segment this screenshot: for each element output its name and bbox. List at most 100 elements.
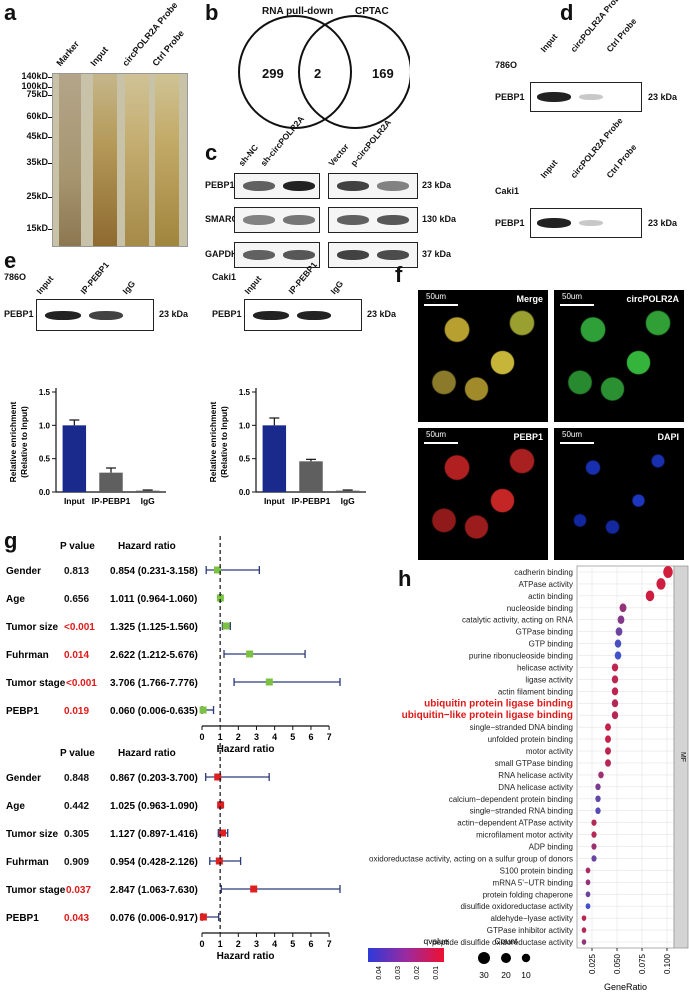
go-term-dot: [591, 831, 597, 838]
blot-left: [234, 173, 320, 199]
count-legend-label: 30: [479, 970, 489, 980]
hr-marker: [218, 829, 226, 837]
tile-title: Merge: [516, 294, 543, 304]
hr-marker: [215, 857, 223, 865]
bar: [299, 461, 323, 492]
protein-label: PEBP1: [495, 92, 525, 102]
scale-bar: [424, 304, 458, 306]
scale-label: 50um: [426, 292, 447, 301]
go-term-label: cadherin binding: [514, 568, 573, 577]
cell-line-label: 786O: [4, 272, 27, 282]
lane-label: Vector: [326, 141, 351, 168]
lane-label: Input: [242, 273, 264, 296]
go-term-dot: [591, 855, 597, 862]
variable-name: Tumor size: [6, 622, 58, 633]
blot-band: [283, 250, 315, 260]
go-term-dot: [611, 711, 619, 720]
bar: [99, 472, 123, 492]
hazard-ratio-text: 2.622 (1.212-5.676): [110, 650, 198, 661]
go-term-label: disulfide oxidoreductase activity: [460, 902, 573, 911]
venn-overlap-count: 2: [314, 66, 322, 81]
blot-band: [579, 94, 603, 100]
y-axis-label: Relative enrichment: [8, 401, 18, 482]
hr-marker: [250, 885, 258, 893]
hr-marker: [214, 566, 222, 574]
marker-label: 75kD: [26, 89, 48, 99]
protein-label: PEBP1: [205, 180, 235, 190]
y-tick-label: 1.0: [39, 421, 51, 430]
count-legend-label: 10: [521, 970, 531, 980]
blot-band: [283, 181, 315, 191]
go-term-dot: [595, 783, 601, 791]
p-value: 0.019: [64, 706, 89, 717]
category-label: Input: [264, 496, 285, 506]
fluorescence-tile: PEBP1 50um: [418, 428, 548, 560]
go-term-label: GTPase binding: [516, 628, 573, 637]
hazard-ratio-text: 2.847 (1.063-7.630): [110, 885, 198, 896]
blot-strip: [530, 82, 642, 112]
go-term-dot: [591, 843, 597, 850]
blot-band: [377, 215, 409, 225]
hr-marker: [199, 913, 207, 921]
hazard-ratio-text: 0.854 (0.231-3.158): [110, 566, 198, 577]
go-term-dot: [585, 903, 591, 910]
marker-tick: [48, 77, 54, 78]
blot-band: [337, 181, 369, 191]
x-tick-label: 0.050: [613, 953, 622, 974]
forest-plots: P value Hazard ratio Gender 0.813 0.854 (0.2…: [6, 536, 341, 962]
lane-label: circPOLR2A Probe: [120, 0, 180, 69]
marker-lane: [59, 74, 81, 246]
go-term-label: calcium−dependent protein binding: [449, 795, 573, 804]
go-term-dot: [605, 759, 611, 767]
marker-tick: [48, 87, 54, 88]
go-term-label: unfolded protein binding: [488, 735, 573, 744]
y-tick-label: 1.5: [239, 388, 251, 397]
p-value: 0.442: [64, 801, 89, 812]
protein-label: PEBP1: [212, 309, 242, 319]
variable-name: Fuhrman: [6, 650, 49, 661]
qvalue-tick-label: 0.01: [433, 966, 440, 980]
go-term-label: protein folding chaperone: [483, 890, 574, 899]
hazard-ratio-text: 1.127 (0.897-1.416): [110, 829, 198, 840]
panel-label-h: h: [398, 566, 412, 591]
variable-name: PEBP1: [6, 706, 39, 717]
lane-label: IgG: [120, 278, 138, 296]
qvalue-legend-title: qvalue: [423, 936, 448, 946]
p-value: 0.037: [66, 885, 91, 896]
marker-label: 15kD: [26, 223, 48, 233]
facet-strip: [673, 565, 689, 949]
go-term-dot: [585, 879, 591, 886]
qvalue-tick-label: 0.04: [376, 966, 383, 980]
p-value: 0.848: [64, 773, 89, 784]
go-term-label: small GTPase binding: [495, 759, 573, 768]
protein-label: PEBP1: [495, 218, 525, 228]
x-tick-label: 0.075: [638, 953, 647, 974]
hazard-ratio-text: 1.025 (0.963-1.090): [110, 801, 198, 812]
go-term-dot: [581, 939, 587, 945]
fluorescence-tile: DAPI 50um: [554, 428, 684, 560]
cell-line-label: Caki1: [212, 272, 237, 282]
variable-name: Tumor size: [6, 829, 58, 840]
go-term-dot: [663, 565, 673, 578]
y-tick-label: 0.5: [39, 455, 51, 464]
go-term-dot: [611, 663, 619, 672]
blot-strip: [530, 208, 642, 238]
scale-label: 50um: [562, 430, 583, 439]
marker-tick: [48, 197, 54, 198]
marker-tick: [48, 117, 54, 118]
hr-marker: [222, 622, 230, 630]
facet-strip-label: MF: [679, 752, 686, 762]
venn-circle-left: [238, 15, 352, 129]
y-tick-label: 0.5: [239, 455, 251, 464]
blot-band: [89, 311, 123, 320]
panel-label-d: d: [560, 0, 574, 25]
bar: [335, 490, 360, 492]
go-term-label: actin binding: [528, 592, 573, 601]
go-term-dot: [619, 603, 627, 613]
x-tick-label: 4: [272, 732, 277, 742]
go-term-dot: [611, 675, 619, 684]
x-tick-label: 1: [218, 732, 223, 742]
marker-label: 45kD: [26, 131, 48, 141]
bar-chart-caki1: 0.0 0.5 1.0 1.5 Relative enrichment (Relative…: [208, 388, 366, 506]
y-tick-label: 0.0: [39, 488, 51, 497]
